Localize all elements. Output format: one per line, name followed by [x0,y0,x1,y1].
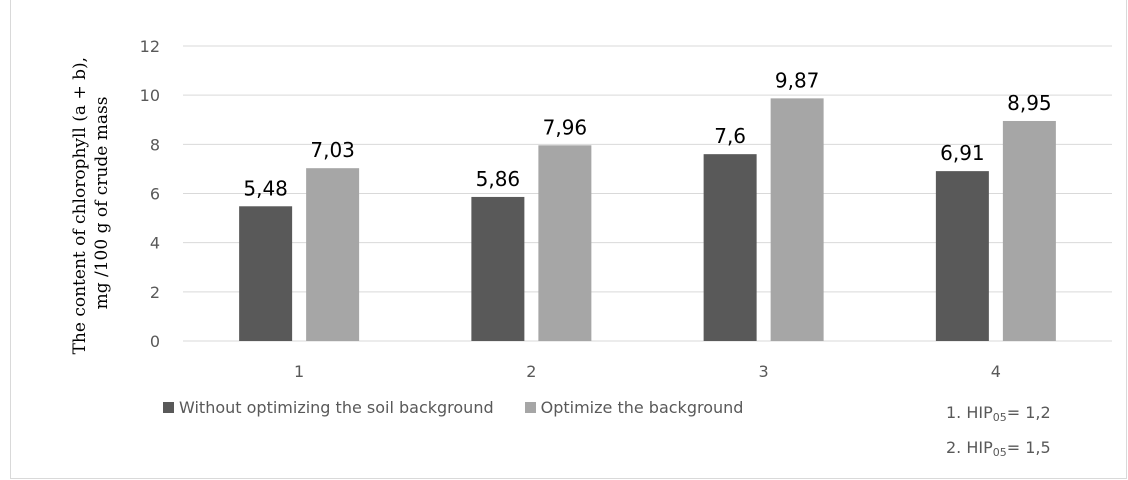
data-labels: 5,48 7,03 5,86 7,96 7,6 9,87 6,91 8,95 [243,68,1051,200]
y-tick-label-2: 4 [150,234,160,253]
y-axis-label: The content of chlorophyll (a + b), mg /… [70,52,112,355]
legend: Without optimizing the soil background O… [163,398,774,417]
bar-series-1-cat-4 [935,171,989,341]
bar-series-2-cat-4 [1002,120,1056,342]
significance-notes: 1. HIP05= 1,2 2. HIP05= 1,5 [946,398,1051,468]
data-label-series-2-cat-4: 8,95 [1007,91,1052,115]
y-tick-label-5: 10 [140,86,160,105]
x-tick-label-3: 3 [759,362,769,381]
data-label-series-2-cat-1: 7,03 [310,138,355,162]
bar-series-2-cat-1 [306,168,360,341]
note-2: 2. HIP05= 1,5 [946,438,1051,459]
x-tick-label-1: 1 [294,362,304,381]
bar-series-1-cat-1 [239,206,293,341]
data-label-series-1-cat-4: 6,91 [940,141,985,165]
y-tick-label-1: 2 [150,283,160,302]
bar-series-1-cat-2 [471,196,525,341]
bar-series-2-cat-3 [770,98,824,341]
bar-series-2-cat-2 [538,145,592,341]
bars [239,98,1056,342]
y-tick-label-3: 6 [150,185,160,204]
data-label-series-1-cat-3: 7,6 [714,124,746,148]
legend-swatch-series-1 [163,402,174,413]
x-tick-label-2: 2 [526,362,536,381]
y-tick-label-6: 12 [140,37,160,56]
data-label-series-1-cat-1: 5,48 [243,176,288,200]
data-label-series-2-cat-2: 7,96 [543,115,588,139]
bar-series-1-cat-3 [703,154,757,341]
legend-label-series-2: Optimize the background [540,398,744,417]
note-1: 1. HIP05= 1,2 [946,403,1051,424]
y-axis-label-line-2: mg /100 g of crude mass [92,97,112,310]
x-tick-label-4: 4 [991,362,1001,381]
y-axis-label-line-1: The content of chlorophyll (a + b), [70,57,90,354]
data-label-series-1-cat-2: 5,86 [476,167,521,191]
data-label-series-2-cat-3: 9,87 [775,68,820,92]
legend-item-series-1: Without optimizing the soil background [163,398,494,417]
y-tick-label-4: 8 [150,135,160,154]
legend-label-series-1: Without optimizing the soil background [179,398,494,417]
y-tick-label-0: 0 [150,332,160,351]
legend-item-series-2: Optimize the background [524,398,744,417]
legend-swatch-series-2 [524,402,536,413]
